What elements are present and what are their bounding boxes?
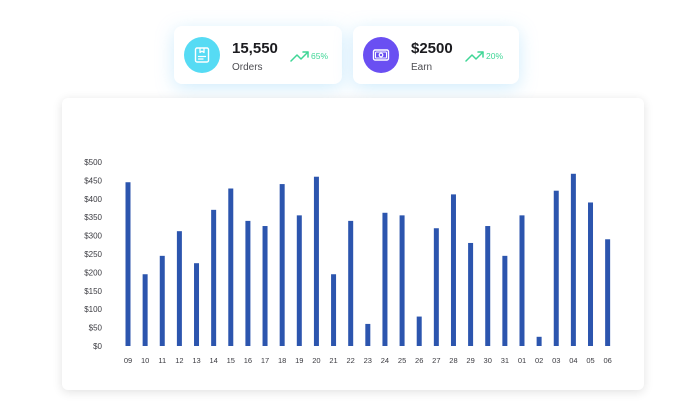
y-tick-label: $350	[84, 213, 102, 222]
x-tick-label: 23	[364, 356, 372, 365]
y-tick-label: $100	[84, 305, 102, 314]
orders-label: Orders	[232, 62, 263, 73]
bar-06	[605, 239, 611, 346]
x-tick-label: 24	[381, 356, 389, 365]
trending-up-icon	[290, 51, 309, 62]
bar-05	[588, 202, 594, 346]
bar-13	[194, 263, 200, 346]
y-tick-label: $400	[84, 195, 102, 204]
bar-29	[468, 242, 474, 346]
bar-09	[125, 182, 131, 346]
y-tick-label: $150	[84, 287, 102, 296]
bar-30	[485, 226, 491, 346]
bar-03	[553, 190, 559, 346]
bar-10	[142, 274, 148, 346]
orders-stat-card: 15,550 Orders 65%	[174, 26, 342, 84]
x-tick-label: 05	[586, 356, 594, 365]
banknote-icon	[363, 37, 399, 73]
y-tick-label: $200	[84, 268, 102, 277]
x-tick-label: 01	[518, 356, 526, 365]
bar-04	[570, 173, 576, 346]
x-tick-label: 15	[227, 356, 235, 365]
bar-31	[502, 255, 508, 346]
bar-01	[519, 215, 525, 346]
x-tick-label: 26	[415, 356, 423, 365]
x-tick-label: 02	[535, 356, 543, 365]
y-tick-label: $50	[89, 324, 103, 333]
x-tick-label: 09	[124, 356, 132, 365]
x-tick-label: 25	[398, 356, 406, 365]
x-tick-label: 18	[278, 356, 286, 365]
x-tick-label: 22	[347, 356, 355, 365]
x-tick-label: 13	[192, 356, 200, 365]
bar-23	[365, 323, 371, 346]
earn-value: $2500	[411, 40, 453, 57]
trending-up-icon	[465, 51, 484, 62]
x-tick-label: 28	[449, 356, 457, 365]
bar-14	[211, 209, 217, 346]
x-tick-label: 19	[295, 356, 303, 365]
y-tick-label: $500	[84, 158, 102, 167]
bar-02	[536, 336, 542, 346]
bar-27	[433, 228, 439, 346]
bar-11	[159, 255, 165, 346]
bar-25	[399, 215, 405, 346]
x-tick-label: 06	[603, 356, 611, 365]
x-tick-label: 12	[175, 356, 183, 365]
bar-16	[245, 220, 251, 346]
package-icon	[184, 37, 220, 73]
orders-trend-percent: 65%	[311, 51, 329, 61]
bar-20	[313, 176, 319, 346]
bar-28	[450, 194, 456, 346]
earn-stat-card: $2500 Earn 20%	[353, 26, 519, 84]
y-tick-label: $300	[84, 232, 102, 241]
bar-17	[262, 226, 268, 346]
bar-18	[279, 184, 285, 346]
bar-24	[382, 212, 388, 346]
bar-chart-card: $500 $450 $400 $350 $300 $250 $200 $150 $100 $50 $…	[62, 98, 644, 390]
x-tick-label: 03	[552, 356, 560, 365]
y-tick-label: $0	[93, 342, 102, 351]
bar-12	[176, 231, 182, 346]
x-tick-label: 10	[141, 356, 149, 365]
bar-21	[331, 274, 337, 346]
x-tick-label: 31	[501, 356, 509, 365]
bar-22	[348, 220, 354, 346]
x-tick-label: 27	[432, 356, 440, 365]
y-tick-label: $250	[84, 250, 102, 259]
x-tick-label: 16	[244, 356, 252, 365]
bar-15	[228, 188, 234, 346]
x-tick-label: 04	[569, 356, 577, 365]
x-tick-label: 21	[329, 356, 337, 365]
x-tick-label: 17	[261, 356, 269, 365]
y-tick-label: $450	[84, 176, 102, 185]
x-tick-label: 20	[312, 356, 320, 365]
earn-trend-percent: 20%	[486, 51, 504, 61]
bar-26	[416, 316, 422, 346]
x-tick-label: 11	[158, 356, 166, 365]
earn-label: Earn	[411, 62, 433, 73]
x-tick-label: 30	[484, 356, 492, 365]
bar-19	[296, 215, 302, 346]
orders-value: 15,550	[232, 40, 278, 57]
x-tick-label: 29	[466, 356, 474, 365]
bar-chart: $500 $450 $400 $350 $300 $250 $200 $150 $100 $50 $…	[84, 158, 612, 365]
x-tick-label: 14	[209, 356, 217, 365]
